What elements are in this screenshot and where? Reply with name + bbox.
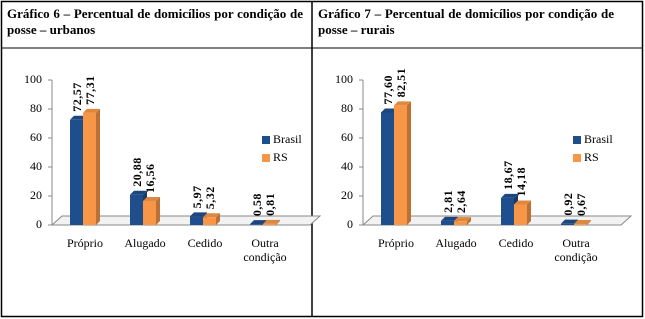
bar-top [83, 108, 100, 113]
chart-title: Gráfico 7 – Percentual de domicílios por… [318, 6, 614, 37]
bar-side [527, 200, 531, 225]
data-label: 72,57 [70, 82, 84, 112]
bar [250, 224, 263, 225]
bar-top [143, 196, 160, 201]
data-label: 18,67 [501, 160, 515, 190]
y-tick-label: 40 [30, 159, 42, 173]
bar-side [407, 101, 411, 225]
bar-side [156, 196, 160, 225]
bar-top [70, 115, 87, 120]
chart-title: Gráfico 6 – Percentual de domicílios por… [7, 6, 303, 37]
x-tick-label: Outra condição [243, 236, 287, 264]
bar [143, 200, 156, 225]
data-label: 0,92 [561, 193, 575, 216]
x-tick-label: Cedido [187, 236, 223, 250]
bar [381, 112, 394, 225]
data-label: 2,81 [441, 190, 455, 213]
data-label: 82,51 [394, 68, 408, 98]
bar-top [381, 108, 398, 113]
bar [561, 223, 574, 225]
data-label: 0,81 [263, 193, 277, 216]
bar [454, 221, 467, 225]
bar-top [190, 212, 207, 217]
bar-top [574, 220, 591, 225]
x-tick-label: Alugado [124, 236, 166, 250]
legend-label: RS [273, 150, 288, 164]
bar [203, 217, 216, 225]
data-label: 0,58 [250, 193, 264, 216]
bar-top [501, 193, 518, 198]
bar [574, 224, 587, 225]
y-tick-label: 0 [36, 217, 42, 231]
bar-side [216, 213, 220, 225]
y-tick-label: 80 [30, 101, 42, 115]
data-label: 5,32 [203, 186, 217, 209]
y-tick-label: 0 [347, 217, 353, 231]
data-label: 20,88 [130, 157, 144, 187]
y-tick-label: 20 [30, 188, 42, 202]
data-label: 5,97 [190, 185, 204, 208]
legend-label: Brasil [584, 132, 613, 146]
x-tick-label: Outra condição [554, 236, 598, 264]
bar-side [467, 217, 471, 225]
bar-top [130, 190, 147, 195]
y-tick-label: 60 [341, 130, 353, 144]
data-label: 14,18 [514, 167, 528, 197]
bar [83, 112, 96, 225]
legend-swatch [573, 154, 581, 162]
bar-top [250, 220, 267, 225]
y-tick-label: 60 [30, 130, 42, 144]
y-tick-label: 100 [24, 72, 42, 86]
bar-top [263, 219, 280, 224]
bar-side [587, 220, 591, 225]
bar [190, 216, 203, 225]
bar [70, 119, 83, 225]
y-tick-label: 100 [335, 72, 353, 86]
bar-side [96, 108, 100, 225]
bar [441, 220, 454, 225]
y-tick-label: 80 [341, 101, 353, 115]
data-label: 2,64 [454, 190, 468, 213]
legend-swatch [262, 154, 270, 162]
bar-top [394, 101, 411, 106]
bar [394, 105, 407, 225]
bar-top [561, 219, 578, 224]
bar-top [454, 217, 471, 222]
x-tick-label: Alugado [435, 236, 477, 250]
legend-label: Brasil [273, 132, 302, 146]
bar-top [441, 216, 458, 221]
data-label: 77,60 [381, 75, 395, 105]
legend-swatch [573, 136, 581, 144]
bar [514, 204, 527, 225]
bar-side [276, 219, 280, 225]
bar-top [514, 200, 531, 205]
x-tick-label: Próprio [67, 236, 103, 250]
y-tick-label: 20 [341, 188, 353, 202]
bar [130, 194, 143, 225]
data-label: 0,67 [574, 193, 588, 216]
data-label: 77,31 [83, 75, 97, 105]
data-label: 16,56 [143, 163, 157, 193]
y-tick-label: 40 [341, 159, 353, 173]
bar [501, 197, 514, 225]
legend-swatch [262, 136, 270, 144]
x-tick-label: Cedido [498, 236, 534, 250]
x-tick-label: Próprio [378, 236, 414, 250]
bar [263, 223, 276, 225]
bar-top [203, 213, 220, 218]
legend-label: RS [584, 150, 599, 164]
